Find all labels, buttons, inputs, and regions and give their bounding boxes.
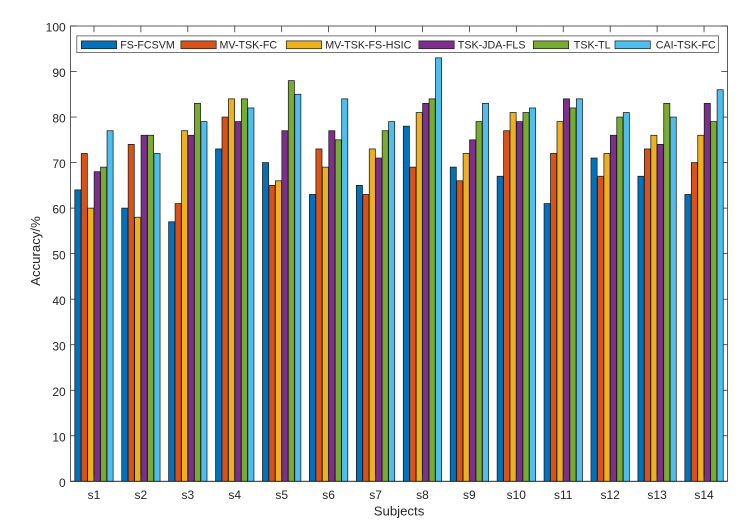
svg-text:s1: s1 <box>88 488 101 502</box>
svg-text:60: 60 <box>52 203 66 217</box>
svg-text:s5: s5 <box>275 488 288 502</box>
svg-text:90: 90 <box>52 66 66 80</box>
svg-text:s10: s10 <box>507 488 527 502</box>
svg-text:50: 50 <box>52 248 66 262</box>
svg-text:Subjects: Subjects <box>374 504 425 519</box>
svg-text:0: 0 <box>59 476 66 490</box>
svg-text:s11: s11 <box>554 488 573 502</box>
svg-text:s12: s12 <box>601 488 621 502</box>
svg-text:10: 10 <box>52 430 66 444</box>
svg-text:MV-TSK-FS-HSIC: MV-TSK-FS-HSIC <box>325 39 411 51</box>
svg-text:20: 20 <box>52 385 66 399</box>
svg-text:40: 40 <box>52 294 66 308</box>
svg-text:s6: s6 <box>322 488 335 502</box>
svg-text:s7: s7 <box>369 488 382 502</box>
svg-text:70: 70 <box>52 157 66 171</box>
svg-text:s14: s14 <box>694 488 714 502</box>
svg-text:s8: s8 <box>416 488 429 502</box>
svg-text:TSK-TL: TSK-TL <box>574 39 611 51</box>
svg-text:CAI-TSK-FC: CAI-TSK-FC <box>656 39 716 51</box>
svg-text:s9: s9 <box>463 488 476 502</box>
svg-text:s3: s3 <box>181 488 194 502</box>
svg-text:MV-TSK-FC: MV-TSK-FC <box>220 39 278 51</box>
svg-text:FS-FCSVM: FS-FCSVM <box>120 39 175 51</box>
svg-text:s2: s2 <box>135 488 148 502</box>
svg-text:TSK-JDA-FLS: TSK-JDA-FLS <box>458 39 526 51</box>
svg-text:s4: s4 <box>228 488 241 502</box>
svg-text:Accuracy/%: Accuracy/% <box>28 216 43 286</box>
svg-text:100: 100 <box>46 21 66 35</box>
svg-text:80: 80 <box>52 112 66 126</box>
svg-text:s13: s13 <box>647 488 667 502</box>
svg-text:30: 30 <box>52 339 66 353</box>
